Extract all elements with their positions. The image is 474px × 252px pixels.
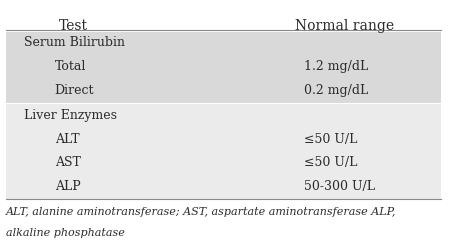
Text: Direct: Direct <box>55 83 94 97</box>
Text: ALT, alanine aminotransferase; AST, aspartate aminotransferase ALP,: ALT, alanine aminotransferase; AST, aspa… <box>6 206 396 216</box>
Text: ALP: ALP <box>55 179 81 192</box>
Text: ≤50 U/L: ≤50 U/L <box>304 132 357 145</box>
Text: 50-300 U/L: 50-300 U/L <box>304 179 374 192</box>
FancyBboxPatch shape <box>6 33 441 104</box>
Text: ≤50 U/L: ≤50 U/L <box>304 156 357 169</box>
Text: ALT: ALT <box>55 132 79 145</box>
Text: AST: AST <box>55 156 81 169</box>
Text: Normal range: Normal range <box>295 19 394 33</box>
Text: alkaline phosphatase: alkaline phosphatase <box>6 227 125 237</box>
FancyBboxPatch shape <box>6 105 441 200</box>
Text: 0.2 mg/dL: 0.2 mg/dL <box>304 83 368 97</box>
Text: 1.2 mg/dL: 1.2 mg/dL <box>304 60 368 73</box>
Text: Liver Enzymes: Liver Enzymes <box>24 108 117 121</box>
Text: Serum Bilirubin: Serum Bilirubin <box>24 36 125 49</box>
Text: Total: Total <box>55 60 86 73</box>
Text: Test: Test <box>59 19 88 33</box>
